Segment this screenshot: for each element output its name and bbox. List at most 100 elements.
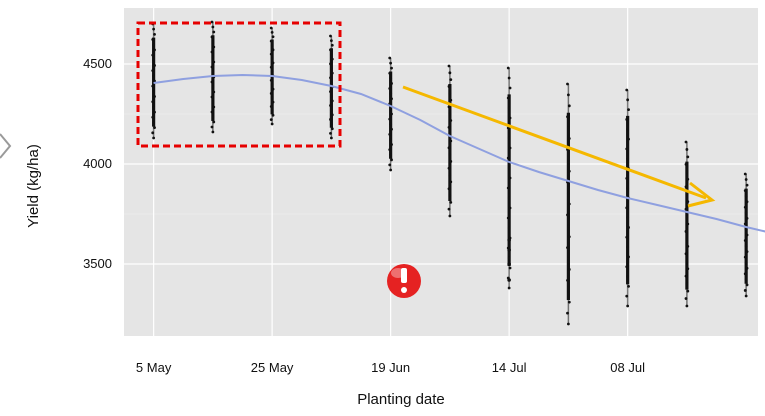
data-point bbox=[153, 32, 156, 36]
data-point bbox=[684, 207, 688, 211]
data-point bbox=[270, 96, 274, 100]
data-point bbox=[270, 44, 274, 47]
x-axis-title: Planting date bbox=[357, 391, 445, 408]
data-point bbox=[388, 148, 392, 152]
data-point bbox=[626, 216, 630, 220]
data-point bbox=[744, 277, 748, 281]
data-point bbox=[152, 136, 156, 140]
data-point bbox=[449, 98, 453, 102]
data-point bbox=[743, 222, 747, 226]
data-point bbox=[329, 136, 333, 140]
decline-arrow bbox=[402, 85, 716, 208]
data-point bbox=[447, 187, 451, 191]
data-point bbox=[270, 30, 274, 34]
data-point bbox=[566, 158, 570, 162]
data-point bbox=[390, 158, 393, 162]
data-point bbox=[211, 40, 215, 44]
data-point bbox=[744, 228, 748, 231]
data-point bbox=[566, 278, 569, 282]
y-tick-label: 4500 bbox=[83, 56, 112, 71]
data-point bbox=[743, 205, 747, 209]
data-point bbox=[625, 294, 629, 298]
data-point bbox=[271, 61, 275, 65]
data-point bbox=[744, 178, 748, 181]
data-point bbox=[388, 71, 392, 75]
x-tick-label: 08 Jul bbox=[610, 360, 645, 375]
data-point bbox=[449, 160, 453, 163]
data-point bbox=[329, 131, 332, 135]
data-point bbox=[685, 192, 689, 196]
data-point bbox=[507, 196, 511, 200]
data-point bbox=[151, 38, 155, 41]
data-point bbox=[566, 93, 570, 97]
data-point bbox=[389, 153, 393, 157]
data-point bbox=[567, 235, 571, 239]
data-point bbox=[566, 191, 570, 195]
data-point bbox=[625, 147, 629, 151]
data-point bbox=[151, 100, 155, 104]
outlier-point bbox=[507, 238, 511, 242]
data-point bbox=[685, 215, 689, 218]
data-point bbox=[210, 65, 214, 69]
data-point bbox=[211, 25, 215, 29]
data-point bbox=[448, 112, 452, 116]
data-point bbox=[566, 126, 570, 130]
data-point bbox=[390, 66, 393, 70]
data-point bbox=[329, 53, 333, 56]
data-point bbox=[269, 65, 273, 69]
data-point bbox=[212, 30, 216, 34]
data-point bbox=[566, 311, 569, 315]
data-point bbox=[330, 127, 334, 131]
data-point bbox=[627, 226, 630, 229]
data-point bbox=[152, 27, 156, 31]
data-point bbox=[743, 272, 747, 276]
data-point bbox=[448, 91, 452, 95]
data-point bbox=[330, 57, 334, 61]
data-point bbox=[685, 148, 689, 151]
data-point bbox=[389, 107, 393, 111]
data-point bbox=[684, 162, 688, 166]
data-point bbox=[448, 214, 452, 218]
data-point bbox=[567, 202, 571, 206]
data-point bbox=[330, 43, 334, 47]
data-point bbox=[745, 216, 749, 220]
data-point bbox=[625, 265, 629, 269]
data-point bbox=[212, 45, 216, 49]
data-point bbox=[627, 108, 630, 112]
data-point bbox=[269, 78, 273, 82]
data-point bbox=[566, 289, 570, 293]
data-point bbox=[507, 256, 511, 260]
data-point bbox=[686, 200, 690, 204]
data-point bbox=[508, 86, 512, 90]
data-point bbox=[686, 155, 690, 159]
data-point bbox=[210, 20, 214, 24]
data-point bbox=[270, 70, 274, 74]
data-point bbox=[567, 104, 571, 108]
data-point bbox=[212, 105, 216, 109]
planting-group bbox=[743, 172, 749, 298]
data-point bbox=[625, 206, 629, 210]
data-point bbox=[686, 267, 690, 271]
data-point bbox=[153, 126, 156, 130]
data-point bbox=[212, 120, 216, 124]
data-point bbox=[626, 127, 630, 131]
data-point bbox=[269, 39, 273, 43]
data-point bbox=[389, 122, 393, 126]
data-point bbox=[745, 250, 749, 254]
data-point bbox=[329, 34, 332, 38]
data-point bbox=[210, 50, 214, 54]
data-point bbox=[390, 97, 393, 101]
y-tick-label: 4000 bbox=[83, 156, 112, 171]
data-point bbox=[686, 177, 690, 181]
data-point bbox=[625, 176, 629, 180]
data-point bbox=[508, 146, 512, 150]
data-point bbox=[506, 96, 510, 100]
data-point bbox=[625, 235, 629, 239]
data-point bbox=[566, 115, 569, 119]
data-point bbox=[684, 274, 688, 278]
data-point bbox=[449, 78, 453, 82]
data-point bbox=[627, 255, 630, 259]
data-point bbox=[744, 294, 748, 298]
data-point bbox=[566, 257, 570, 260]
